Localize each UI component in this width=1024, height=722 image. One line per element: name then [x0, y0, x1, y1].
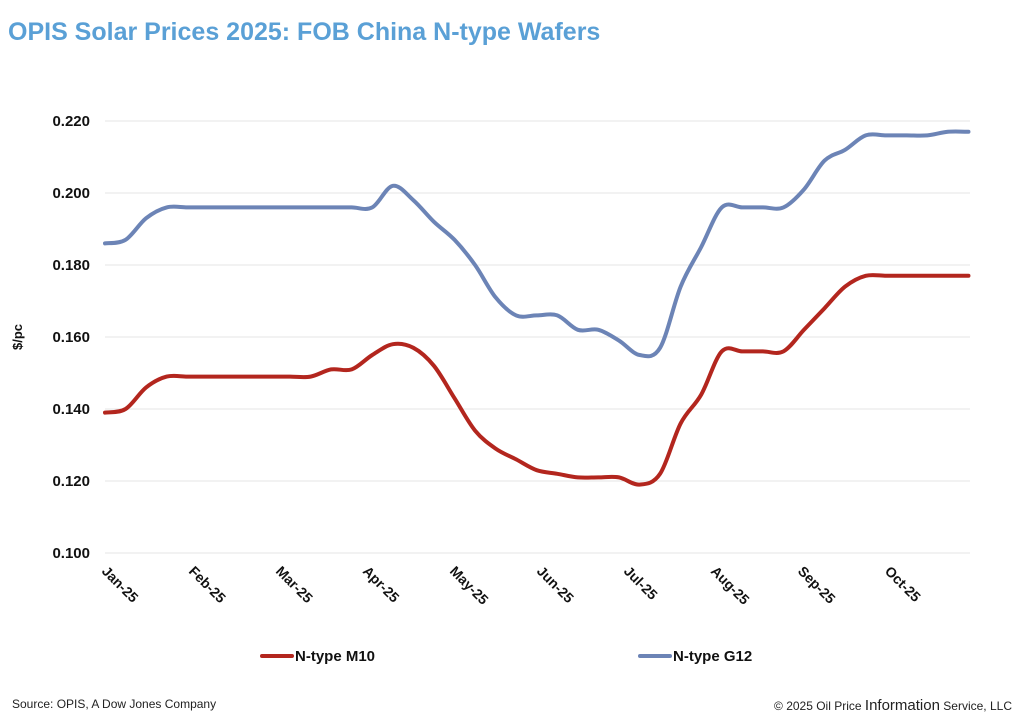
copyright-pre: © 2025 Oil Price	[774, 699, 862, 713]
y-tick-label: 0.160	[52, 329, 90, 346]
x-tick-label: Jan-25	[99, 563, 142, 606]
legend-label: N-type M10	[295, 648, 375, 665]
y-tick-label: 0.220	[52, 113, 90, 130]
series-line-0	[103, 273, 971, 487]
y-tick-label: 0.200	[52, 185, 90, 202]
y-tick-label: 0.140	[52, 401, 90, 418]
x-tick-label: Jul-25	[621, 563, 661, 603]
x-tick-label: Aug-25	[708, 563, 753, 608]
copyright-note: © 2025 Oil Price Information Service, LL…	[774, 697, 1012, 714]
x-tick-label: Apr-25	[360, 563, 403, 606]
y-tick-label: 0.100	[52, 545, 90, 562]
x-tick-label: Feb-25	[186, 563, 229, 606]
legend-label: N-type G12	[673, 648, 752, 665]
y-axis-label: $/pc	[10, 324, 25, 350]
y-tick-label: 0.120	[52, 473, 90, 490]
copyright-big: Information	[864, 697, 940, 714]
x-tick-label: Oct-25	[882, 563, 924, 605]
x-tick-label: Jun-25	[534, 563, 577, 606]
y-tick-label: 0.180	[52, 257, 90, 274]
x-tick-label: May-25	[447, 563, 492, 608]
chart-title: OPIS Solar Prices 2025: FOB China N-type…	[8, 18, 601, 46]
source-note: Source: OPIS, A Dow Jones Company	[12, 697, 217, 711]
x-tick-label: Mar-25	[273, 563, 316, 606]
copyright-post: Service, LLC	[943, 699, 1012, 713]
x-tick-label: Sep-25	[795, 563, 839, 607]
series-line-1	[103, 129, 971, 359]
